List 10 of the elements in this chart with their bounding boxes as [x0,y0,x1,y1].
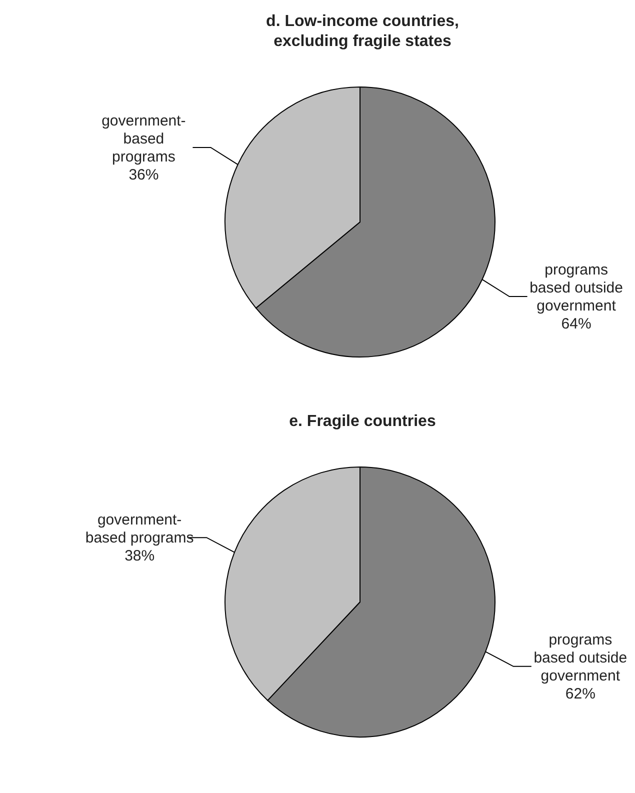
slice-label: programs based outside government [534,631,628,684]
data-label: 62% [565,685,596,702]
slice-label: government-based programs [102,112,186,166]
data-label: 64% [561,316,592,333]
chart-title: d. Low-income countries, excluding fragile states [265,12,460,52]
chart-title: e. Fragile countries [288,412,437,432]
data-label: 36% [128,166,159,184]
data-label: 38% [124,548,155,565]
slice-label: programs based outside government [530,262,623,315]
slice-label: government-based programs [85,512,194,547]
